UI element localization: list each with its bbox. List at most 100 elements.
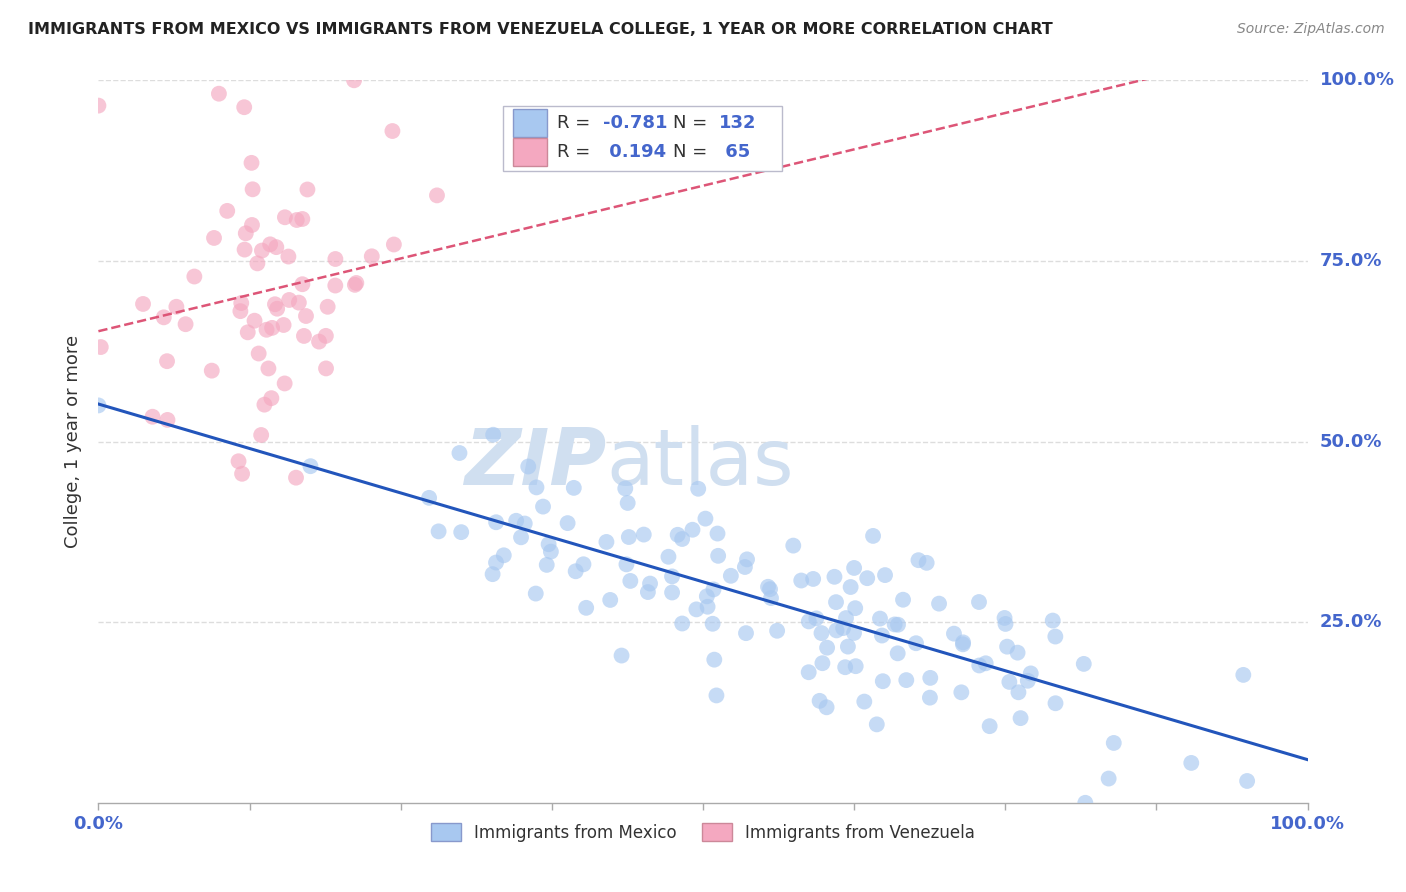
Point bbox=[1007, 685, 1029, 699]
Point bbox=[202, 231, 225, 245]
Point bbox=[599, 593, 621, 607]
Point bbox=[920, 671, 942, 685]
Point bbox=[905, 636, 928, 650]
Point bbox=[720, 569, 742, 583]
Point bbox=[557, 516, 579, 530]
Point bbox=[87, 398, 110, 412]
Point bbox=[661, 585, 683, 599]
Text: 0.194: 0.194 bbox=[603, 143, 666, 161]
Point bbox=[759, 591, 782, 605]
Point bbox=[536, 558, 558, 572]
Point bbox=[928, 597, 950, 611]
Point bbox=[285, 470, 308, 484]
Text: 132: 132 bbox=[718, 114, 756, 132]
Point bbox=[856, 571, 879, 585]
Point bbox=[246, 256, 269, 270]
Point bbox=[243, 314, 266, 328]
Point bbox=[427, 524, 450, 539]
Point bbox=[896, 673, 918, 687]
Point bbox=[891, 592, 914, 607]
Point bbox=[505, 514, 527, 528]
Point bbox=[575, 600, 598, 615]
Text: R =: R = bbox=[557, 114, 596, 132]
Point bbox=[240, 218, 263, 232]
Point bbox=[825, 624, 848, 638]
Point bbox=[801, 572, 824, 586]
Point bbox=[482, 427, 505, 442]
Point bbox=[1045, 630, 1067, 644]
Point bbox=[250, 428, 273, 442]
Point bbox=[811, 656, 834, 670]
Point bbox=[1042, 614, 1064, 628]
Point bbox=[273, 318, 295, 332]
Point bbox=[918, 690, 941, 705]
Point bbox=[842, 561, 865, 575]
Point bbox=[806, 611, 828, 625]
Point bbox=[617, 530, 640, 544]
Point bbox=[288, 295, 311, 310]
Point bbox=[886, 646, 908, 660]
Point bbox=[595, 535, 617, 549]
Point bbox=[993, 611, 1015, 625]
Point bbox=[90, 340, 112, 354]
Point bbox=[735, 552, 758, 566]
Point bbox=[1232, 668, 1254, 682]
Point bbox=[952, 637, 974, 651]
FancyBboxPatch shape bbox=[503, 105, 782, 170]
Point bbox=[449, 446, 471, 460]
Point bbox=[832, 621, 855, 635]
Text: IMMIGRANTS FROM MEXICO VS IMMIGRANTS FROM VENEZUELA COLLEGE, 1 YEAR OR MORE CORR: IMMIGRANTS FROM MEXICO VS IMMIGRANTS FRO… bbox=[28, 22, 1053, 37]
Point bbox=[291, 277, 314, 292]
Point bbox=[637, 585, 659, 599]
Point bbox=[564, 564, 586, 578]
Point bbox=[323, 278, 346, 293]
Point bbox=[152, 310, 174, 325]
Point bbox=[229, 304, 252, 318]
Point bbox=[201, 364, 224, 378]
Point bbox=[233, 243, 256, 257]
Point bbox=[979, 719, 1001, 733]
Point bbox=[782, 539, 804, 553]
Point bbox=[1073, 657, 1095, 671]
Point bbox=[450, 525, 472, 540]
Point bbox=[967, 658, 990, 673]
Point bbox=[260, 391, 283, 405]
Point bbox=[236, 326, 259, 340]
Text: N =: N = bbox=[672, 114, 713, 132]
Point bbox=[842, 626, 865, 640]
Text: Source: ZipAtlas.com: Source: ZipAtlas.com bbox=[1237, 22, 1385, 37]
Point bbox=[233, 100, 256, 114]
Point bbox=[862, 529, 884, 543]
Point bbox=[837, 640, 859, 654]
Point bbox=[1236, 774, 1258, 789]
Point bbox=[259, 237, 281, 252]
Legend: Immigrants from Mexico, Immigrants from Venezuela: Immigrants from Mexico, Immigrants from … bbox=[425, 817, 981, 848]
Point bbox=[616, 558, 638, 572]
Point bbox=[165, 300, 187, 314]
Point bbox=[510, 530, 533, 544]
Point bbox=[485, 515, 508, 529]
Point bbox=[315, 329, 337, 343]
Point bbox=[273, 376, 295, 391]
Point bbox=[950, 685, 973, 699]
Point bbox=[524, 586, 547, 600]
Point bbox=[808, 694, 831, 708]
Point bbox=[845, 659, 868, 673]
Point bbox=[526, 480, 548, 494]
Point bbox=[418, 491, 440, 505]
Point bbox=[872, 674, 894, 689]
Point bbox=[183, 269, 205, 284]
Point bbox=[797, 615, 820, 629]
Point bbox=[87, 98, 110, 112]
Point bbox=[825, 595, 848, 609]
Point bbox=[735, 626, 758, 640]
Text: -0.781: -0.781 bbox=[603, 114, 666, 132]
Text: 25.0%: 25.0% bbox=[1320, 613, 1382, 632]
Text: N =: N = bbox=[672, 143, 713, 161]
Point bbox=[994, 616, 1017, 631]
Point bbox=[869, 611, 891, 625]
Point bbox=[274, 211, 297, 225]
Point bbox=[344, 276, 367, 290]
Point bbox=[995, 640, 1018, 654]
Point bbox=[883, 617, 905, 632]
